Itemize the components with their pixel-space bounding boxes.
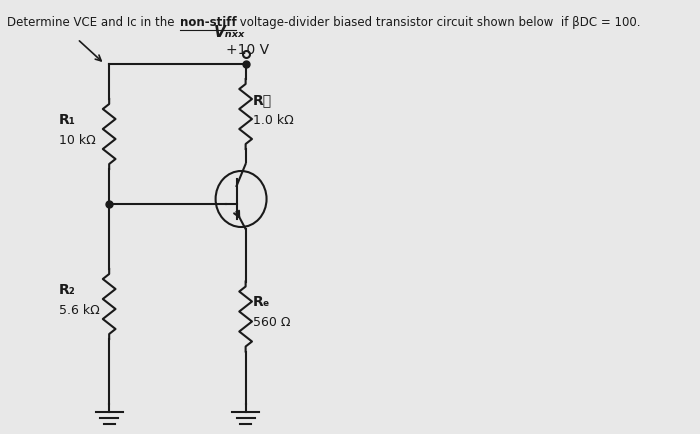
Text: 10 kΩ: 10 kΩ — [59, 134, 96, 147]
Text: Vₙₓₓ: Vₙₓₓ — [214, 25, 245, 40]
Text: 560 Ω: 560 Ω — [253, 316, 290, 329]
Text: +10 V: +10 V — [225, 43, 269, 57]
Text: non-stiff: non-stiff — [181, 16, 237, 29]
Text: RⰀ: RⰀ — [253, 93, 272, 107]
Text: Determine VCE and Ic in the: Determine VCE and Ic in the — [7, 16, 178, 29]
Text: 1.0 kΩ: 1.0 kΩ — [253, 114, 294, 127]
Text: Rₑ: Rₑ — [253, 296, 270, 309]
Text: voltage-divider biased transistor circuit shown below  if βDC = 100.: voltage-divider biased transistor circui… — [236, 16, 640, 29]
Text: 5.6 kΩ: 5.6 kΩ — [59, 304, 100, 317]
Text: R₂: R₂ — [59, 283, 76, 297]
Text: R₁: R₁ — [59, 113, 76, 127]
